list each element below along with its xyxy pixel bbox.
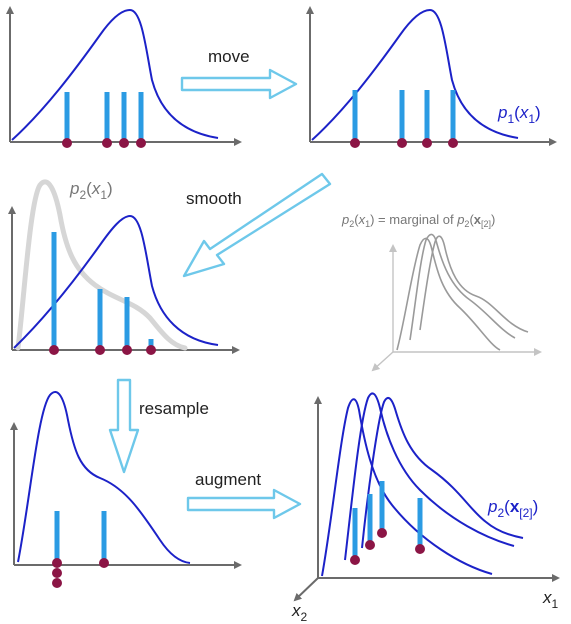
panel-moved: p1(x1) — [306, 6, 557, 148]
joint-density-curve — [361, 396, 524, 549]
particle-dot — [146, 345, 156, 355]
move-step: move — [180, 47, 298, 100]
density-curve — [13, 214, 219, 349]
particle-dot — [119, 138, 129, 148]
move-label: move — [208, 47, 250, 66]
particle-dot — [397, 138, 407, 148]
panel-resampled — [10, 391, 242, 588]
particle-bar — [54, 511, 60, 563]
particle-dot — [62, 138, 72, 148]
particle-bar — [367, 494, 373, 544]
x2-axis — [293, 577, 319, 602]
marginal-curve — [396, 237, 501, 351]
panel-augmented: p2(x[2]) x1 x2 — [291, 392, 560, 624]
augment-arrow-icon — [186, 488, 302, 520]
particle-bar — [379, 481, 385, 532]
resample-label: resample — [139, 399, 209, 418]
x2-axis-label: x2 — [291, 601, 308, 624]
inset-z-axis — [371, 351, 394, 372]
resample-step: resample — [108, 378, 209, 474]
particle-bar — [450, 90, 456, 142]
particle-dot — [122, 345, 132, 355]
move-arrow-icon — [180, 68, 298, 100]
p2-joint-label: p2(x[2]) — [487, 497, 538, 520]
particle-bar — [417, 498, 423, 548]
particle-bar — [399, 90, 405, 142]
density-curve — [11, 8, 219, 141]
particle-dot — [52, 578, 62, 588]
marginal-curve — [419, 235, 529, 333]
particle-bar — [124, 297, 130, 349]
marginal-caption: p2(x1) = marginal of p2(x[2]) — [341, 212, 495, 229]
particle-dot — [415, 544, 425, 554]
particle-bar — [51, 232, 57, 349]
particle-dot — [448, 138, 458, 148]
particle-dot — [99, 558, 109, 568]
p1-label: p1(x1) — [497, 103, 541, 126]
smooth-step: smooth — [182, 172, 332, 278]
particle-dot — [365, 540, 375, 550]
density-curve — [311, 8, 519, 141]
augment-label: augment — [195, 470, 261, 489]
particle-dot — [422, 138, 432, 148]
particle-bar — [101, 511, 107, 563]
particle-bar — [121, 92, 127, 142]
particle-bar — [352, 90, 358, 142]
particle-dot — [377, 528, 387, 538]
augment-step: augment — [186, 470, 302, 520]
joint-density-curve — [344, 392, 515, 561]
particle-dot — [95, 345, 105, 355]
p2x1-label: p2(x1) — [69, 179, 113, 202]
particle-bar — [97, 289, 103, 349]
particle-bar — [64, 92, 70, 142]
x1-axis-label: x1 — [542, 588, 559, 611]
particle-bar — [424, 90, 430, 142]
smooth-label: smooth — [186, 189, 242, 208]
smoothed-density-curve — [15, 179, 188, 351]
resample-arrow-icon — [108, 378, 140, 474]
particle-dot — [350, 138, 360, 148]
joint-density-curve — [321, 398, 493, 577]
particle-bar — [104, 92, 110, 142]
marginal-curve — [409, 233, 516, 341]
particle-dot — [52, 558, 62, 568]
particle-dot — [52, 568, 62, 578]
particle-dot — [102, 138, 112, 148]
marginal-inset: p2(x1) = marginal of p2(x[2]) — [341, 212, 542, 372]
particle-bar — [352, 508, 358, 560]
density-curve — [17, 391, 191, 564]
panel-smoothed: p2(x1) — [8, 179, 240, 355]
particle-bar — [138, 92, 144, 142]
particle-bar — [148, 339, 154, 349]
panel-initial — [6, 6, 242, 148]
particle-dot — [49, 345, 59, 355]
particle-dot — [350, 555, 360, 565]
smooth-arrow-icon — [182, 172, 332, 278]
particle-dot — [136, 138, 146, 148]
